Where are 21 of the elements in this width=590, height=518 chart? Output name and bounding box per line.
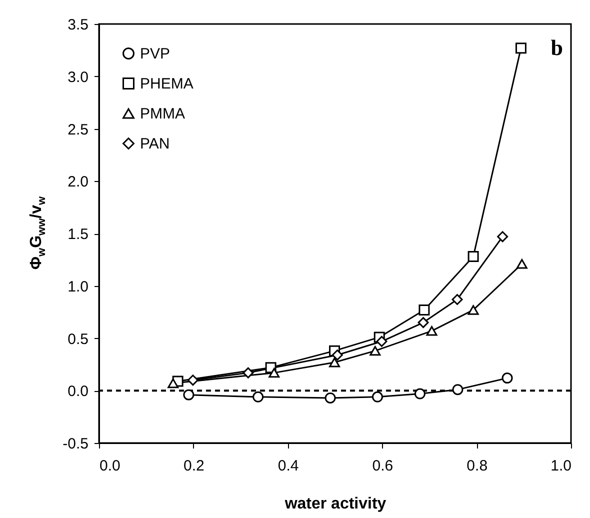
x-tick-label: 0.6 bbox=[372, 458, 394, 474]
y-tick-label: 1.0 bbox=[68, 278, 88, 296]
x-tick-label: 0.0 bbox=[100, 458, 120, 474]
legend-label: PMMA bbox=[140, 106, 185, 122]
legend-label: PHEMA bbox=[140, 76, 194, 92]
y-tick-label: 2.5 bbox=[68, 121, 88, 138]
y-tick-label: 1.5 bbox=[68, 226, 88, 243]
y-tick-label: 0.5 bbox=[68, 330, 88, 348]
annotation: b bbox=[550, 35, 563, 60]
legend-label: PAN bbox=[140, 136, 170, 152]
x-tick-label: 0.4 bbox=[278, 458, 299, 474]
y-tick-label: 3.5 bbox=[68, 16, 88, 34]
x-tick-label: 1.0 bbox=[550, 458, 572, 474]
y-tick-label: 3.0 bbox=[68, 68, 88, 86]
y-tick-label: 0.0 bbox=[68, 383, 88, 400]
y-tick-label: -0.5 bbox=[62, 436, 88, 452]
x-tick-label: 0.8 bbox=[466, 458, 488, 474]
x-axis-title: water activity bbox=[284, 496, 386, 512]
x-tick-label: 0.2 bbox=[183, 458, 204, 474]
legend-label: PVP bbox=[140, 46, 170, 62]
y-tick-label: 2.0 bbox=[68, 174, 88, 191]
